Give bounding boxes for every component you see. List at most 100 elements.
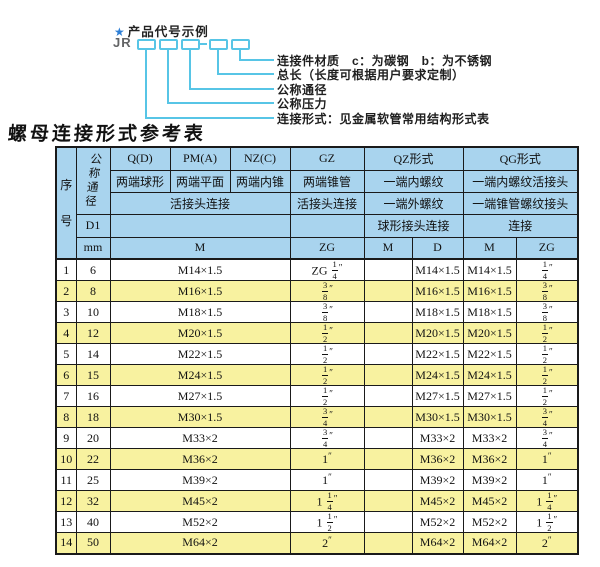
table-row: 1 6 M14×1.5 ZG 1 4 ″ M14×1.5 M14×1.5 1 4 ″ [55, 258, 579, 281]
product-code-diagram: ★ 产品代号示例 JR 连接件材质 c：为碳钢 b：为不锈钢 总长（长度可根据用户… [0, 0, 600, 145]
header-pm-sub: 两端平面 [169, 169, 231, 193]
cell-qg-m: M20×1.5 [462, 322, 517, 344]
cell-zg: 3 4 ″ [289, 427, 365, 449]
cell-qg-m: M39×2 [462, 469, 517, 491]
cell-m: M30×1.5 [109, 406, 291, 428]
cell-qg-zg: 1″ [515, 448, 579, 470]
code-label-material: 连接件材质 c：为碳钢 b：为不锈钢 [277, 54, 493, 68]
cell-seq: 5 [55, 343, 77, 365]
connector-line [189, 48, 274, 90]
star-icon: ★ [114, 25, 126, 39]
header-d1: D1 [75, 213, 111, 238]
table-row: 14 50 M64×2 2″ M64×2 M64×2 2″ [55, 532, 579, 554]
cell-qz-d: M20×1.5 [411, 322, 464, 344]
cell-qz-m [363, 511, 413, 533]
cell-qg-zg: 3 8 ″ [515, 280, 579, 302]
cell-zg: 3 8 ″ [289, 301, 365, 323]
header-dn: 公称通径 [75, 146, 111, 215]
cell-dn: 32 [75, 490, 111, 512]
cell-dn: 50 [75, 532, 111, 554]
table-row: 9 20 M33×2 3 4 ″ M33×2 M33×2 3 4 ″ [55, 427, 579, 449]
cell-qg-m: M27×1.5 [462, 385, 517, 407]
header-row-1: 序号 公称通径 Q(D) PM(A) NZ(C) GZ QZ形式 QG形式 [55, 146, 579, 260]
header-row-2: 两端球形 两端平面 两端内锥 两端锥管 一端内螺纹 一端内螺纹活接头 [56, 169, 579, 193]
cell-m: M45×2 [109, 490, 291, 512]
cell-qg-zg: 1 4 ″ [515, 258, 579, 281]
cell-qz-m [363, 490, 413, 512]
cell-seq: 9 [55, 427, 77, 449]
cell-qg-m: M52×2 [462, 511, 517, 533]
table-row: 10 22 M36×2 1″ M36×2 M36×2 1″ [55, 448, 579, 470]
cell-dn: 40 [75, 511, 111, 533]
header-qg-m: M [462, 236, 517, 260]
cell-m: M14×1.5 [109, 258, 291, 281]
cell-qz-m [363, 469, 413, 491]
cell-seq: 3 [55, 301, 77, 323]
connector-line [239, 48, 274, 61]
table-title: 螺母连接形式参考表 [7, 124, 207, 145]
cell-qz-m [363, 385, 413, 407]
header-col-qz: QZ形式 [363, 146, 464, 171]
code-label-length: 总长（长度可根据用户要求定制） [277, 68, 465, 82]
cell-seq: 14 [55, 532, 77, 554]
cell-qg-zg: 1 1 4 ″ [515, 490, 579, 512]
table-row: 6 15 M24×1.5 1 2 ″ M24×1.5 M24×1.5 1 2 ″ [55, 364, 579, 386]
cell-qg-m: M36×2 [462, 448, 517, 470]
cell-qg-m: M22×1.5 [462, 343, 517, 365]
cell-qg-zg: 3 4 ″ [515, 406, 579, 428]
cell-dn: 15 [75, 364, 111, 386]
cell-seq: 6 [55, 364, 77, 386]
cell-qg-m: M18×1.5 [462, 301, 517, 323]
header-q-sub: 两端球形 [109, 169, 171, 193]
cell-qg-zg: 1 1 2 ″ [515, 511, 579, 533]
table-row: 11 25 M39×2 1″ M39×2 M39×2 1″ [55, 469, 579, 491]
header-qz-ext: 一端外螺纹 [363, 191, 464, 215]
cell-seq: 8 [55, 406, 77, 428]
cell-dn: 20 [75, 427, 111, 449]
table-row: 7 16 M27×1.5 1 2 ″ M27×1.5 M27×1.5 1 2 ″ [55, 385, 579, 407]
cell-qz-d: M36×2 [411, 448, 464, 470]
cell-qz-m [363, 427, 413, 449]
code-label-connection: 连接形式：见金属软管常用结构形式表 [277, 112, 490, 126]
cell-qz-d: M52×2 [411, 511, 464, 533]
cell-zg: 3 4 ″ [289, 406, 365, 428]
cell-m: M22×1.5 [109, 343, 291, 365]
header-qz-sub: 一端内螺纹 [363, 169, 464, 193]
cell-qz-m [363, 258, 413, 281]
header-gz-sub: 两端锥管 [289, 169, 365, 193]
cell-seq: 4 [55, 322, 77, 344]
connector-line [167, 48, 274, 104]
cell-zg: 1 1 2 ″ [289, 511, 365, 533]
cell-m: M36×2 [109, 448, 291, 470]
diagram-title-text: 产品代号示例 [127, 25, 209, 39]
cell-qg-zg: 3 4 ″ [515, 427, 579, 449]
cell-qz-d: M64×2 [411, 532, 464, 554]
cell-qg-m: M30×1.5 [462, 406, 517, 428]
header-qg-conn: 连接 [462, 213, 579, 238]
cell-dn: 12 [75, 322, 111, 344]
header-qz-ball-conn: 球形接头连接 [363, 213, 464, 238]
cell-qz-d: M22×1.5 [411, 343, 464, 365]
cell-qz-m [363, 280, 413, 302]
cell-qz-m [363, 343, 413, 365]
cell-zg: 3 8 ″ [289, 280, 365, 302]
cell-zg: 2″ [289, 532, 365, 554]
code-label-diameter: 公称通径 [277, 83, 328, 97]
header-gz-conn: 活接头连接 [289, 191, 365, 215]
header-unit-m: M [109, 236, 291, 260]
cell-m: M39×2 [109, 469, 291, 491]
cell-zg: 1 2 ″ [289, 343, 365, 365]
header-row-3: 活接头连接 活接头连接 一端外螺纹 一端锥管螺纹接头 [56, 191, 579, 215]
header-col-qg: QG形式 [462, 146, 579, 171]
diagram-title: ★ 产品代号示例 [114, 21, 209, 40]
header-row-4: D1 球形接头连接 连接 [56, 213, 579, 238]
cell-dn: 14 [75, 343, 111, 365]
cell-m: M20×1.5 [109, 322, 291, 344]
cell-qz-m [363, 301, 413, 323]
cell-m: M24×1.5 [109, 364, 291, 386]
cell-qg-zg: 1 2 ″ [515, 322, 579, 344]
table-row: 8 18 M30×1.5 3 4 ″ M30×1.5 M30×1.5 3 4 ″ [55, 406, 579, 428]
cell-qg-m: M14×1.5 [462, 258, 517, 281]
cell-m: M52×2 [109, 511, 291, 533]
cell-seq: 7 [55, 385, 77, 407]
